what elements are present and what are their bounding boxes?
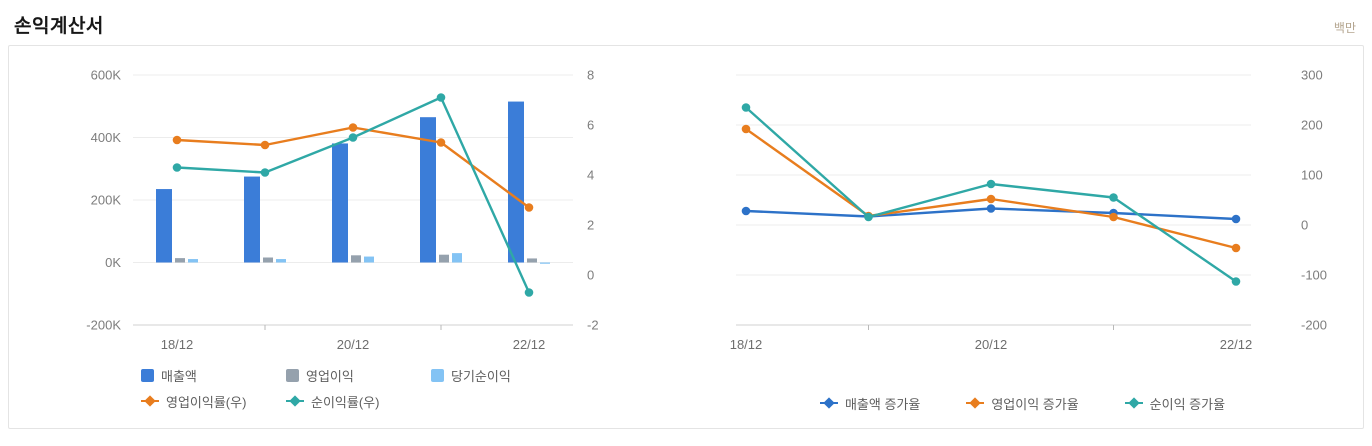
svg-text:22/12: 22/12 — [513, 337, 546, 352]
svg-text:100: 100 — [1301, 168, 1323, 183]
legend-label: 순이익 증가율 — [1149, 396, 1226, 412]
legend-item[interactable]: 순이익 증가율 — [1124, 394, 1226, 413]
legend-row-lines: 영업이익률(우) 순이익률(우) — [13, 388, 686, 414]
svg-text:4: 4 — [587, 168, 594, 183]
income-statement-chart-canvas: 600K 400K 200K 0K -200K 8 6 4 2 0 -2 18/12 20/12 22/1… — [86, 68, 599, 353]
legend-label: 영업이익 — [306, 368, 354, 384]
line-series-marker-icon — [286, 395, 304, 407]
growth-rate-line-chart: 300 200 100 0 -100 -200 18/12 20/12 22/12 매출액 증가… — [686, 60, 1359, 418]
svg-text:22/12: 22/12 — [1220, 337, 1253, 352]
line-series-marker-icon — [966, 397, 985, 409]
svg-text:200: 200 — [1301, 118, 1323, 133]
svg-text:0: 0 — [1301, 218, 1308, 233]
unit-label: 백만 — [1333, 21, 1356, 35]
svg-text:20/12: 20/12 — [337, 337, 370, 352]
legend-label: 당기순이익 — [451, 368, 511, 384]
svg-text:0: 0 — [587, 268, 594, 283]
bar-series-marker-icon — [431, 368, 444, 382]
legend-label: 매출액 — [161, 368, 197, 384]
svg-text:18/12: 18/12 — [161, 337, 194, 352]
svg-text:20/12: 20/12 — [975, 337, 1008, 352]
legend-label: 순이익률(우) — [311, 394, 380, 410]
legend-label: 영업이익률(우) — [166, 394, 247, 410]
svg-text:200K: 200K — [91, 193, 122, 208]
legend-item[interactable]: 영업이익 증가율 — [966, 394, 1079, 413]
svg-text:300: 300 — [1301, 68, 1323, 83]
growth-rate-chart-canvas: 300 200 100 0 -100 -200 18/12 20/12 22/12 — [730, 68, 1327, 353]
legend-item[interactable]: 당기순이익 — [431, 366, 576, 385]
line-series-marker-icon — [1124, 397, 1143, 409]
svg-text:18/12: 18/12 — [730, 337, 763, 352]
legend-label: 영업이익 증가율 — [991, 396, 1079, 412]
bar-series-marker-icon — [286, 368, 299, 382]
bar-series-marker-icon — [141, 368, 154, 382]
svg-text:600K: 600K — [91, 68, 122, 83]
page-header: 손익계산서 백만 — [0, 0, 1372, 45]
legend-item[interactable]: 매출액 증가율 — [819, 394, 921, 413]
income-statement-card: 600K 400K 200K 0K -200K 8 6 4 2 0 -2 18/12 20/12 22/1… — [8, 45, 1364, 429]
svg-text:0K: 0K — [105, 255, 121, 270]
legend-row-growth: 매출액 증가율 영업이익 증가율 순이익 증가율 — [686, 390, 1359, 416]
legend-label: 매출액 증가율 — [844, 396, 921, 412]
line-series-marker-icon — [819, 397, 838, 409]
legend-item[interactable]: 매출액 — [141, 366, 286, 385]
legend-item[interactable]: 순이익률(우) — [286, 392, 431, 411]
svg-text:-2: -2 — [587, 318, 599, 333]
legend-row-bars: 매출액 영업이익 당기순이익 — [13, 362, 686, 388]
growth-chart-legend: 매출액 증가율 영업이익 증가율 순이익 증가율 — [686, 390, 1359, 416]
legend-item[interactable]: 영업이익 — [286, 366, 431, 385]
svg-text:-100: -100 — [1301, 268, 1327, 283]
svg-text:8: 8 — [587, 68, 594, 83]
svg-text:2: 2 — [587, 218, 594, 233]
svg-text:-200: -200 — [1301, 318, 1327, 333]
svg-text:-200K: -200K — [86, 318, 121, 333]
svg-text:400K: 400K — [91, 130, 122, 145]
svg-text:6: 6 — [587, 118, 594, 133]
income-combo-chart: 600K 400K 200K 0K -200K 8 6 4 2 0 -2 18/12 20/12 22/1… — [13, 60, 686, 418]
legend-item[interactable]: 영업이익률(우) — [141, 392, 286, 411]
page-title: 손익계산서 — [14, 16, 104, 37]
line-series-marker-icon — [141, 395, 159, 407]
